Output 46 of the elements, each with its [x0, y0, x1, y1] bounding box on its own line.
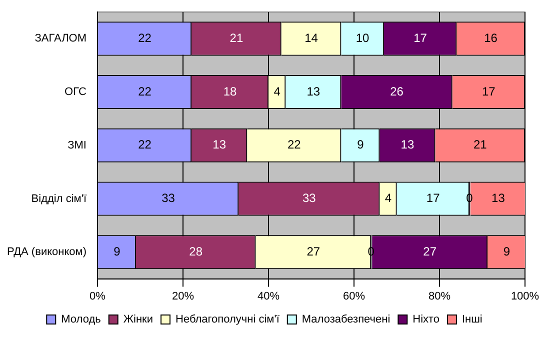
y-tick-label: Відділ сім'ї: [31, 192, 87, 205]
x-tick-label: 80%: [428, 290, 451, 302]
data-label: 22: [138, 138, 152, 152]
data-label: 26: [390, 84, 404, 98]
x-tick-label: 0%: [90, 290, 106, 302]
y-tick-label: ЗМІ: [68, 139, 87, 152]
x-tick-label: 100%: [510, 290, 540, 302]
data-label: 22: [138, 84, 152, 98]
legend-label: Жінки: [123, 314, 154, 326]
x-tick-label: 60%: [342, 290, 366, 302]
data-label: 22: [287, 138, 302, 152]
data-label: 22: [138, 30, 152, 45]
data-label: 17: [414, 30, 428, 45]
y-tick-label: ОГС: [64, 86, 87, 98]
data-label: 13: [400, 138, 414, 152]
x-tick-label: 40%: [257, 290, 280, 302]
data-label: 33: [302, 191, 316, 206]
data-label: 4: [384, 191, 392, 206]
data-label: 13: [492, 191, 506, 206]
legend-label: Ніхто: [412, 314, 440, 326]
data-label: 0: [466, 191, 474, 206]
y-tick-label: ЗАГАЛОМ: [34, 32, 87, 45]
data-label: 9: [357, 138, 364, 152]
data-label: 16: [484, 30, 498, 45]
legend-label: Неблагополучні сім'ї: [176, 314, 280, 326]
x-tick-label: 20%: [172, 290, 194, 302]
data-label: 18: [223, 84, 238, 98]
data-label: 27: [306, 244, 320, 258]
legend-label: Молодь: [61, 314, 102, 326]
data-label: 13: [212, 138, 226, 152]
legend-label: Інші: [462, 314, 482, 326]
data-label: 21: [230, 30, 244, 45]
data-label: 9: [503, 244, 510, 258]
legend-label: Малозабезпечені: [302, 314, 390, 326]
data-label: 4: [274, 84, 281, 98]
data-label: 14: [304, 30, 318, 45]
data-label: 13: [306, 84, 320, 98]
data-label: 17: [426, 191, 440, 206]
data-label: 33: [162, 191, 176, 206]
data-label: 28: [189, 244, 203, 258]
y-tick-label: РДА (виконком): [6, 246, 87, 258]
data-label: 9: [114, 244, 121, 258]
data-label: 10: [356, 30, 370, 45]
data-label: 21: [473, 138, 488, 152]
data-label: 27: [423, 244, 437, 258]
data-label: 17: [482, 84, 496, 98]
